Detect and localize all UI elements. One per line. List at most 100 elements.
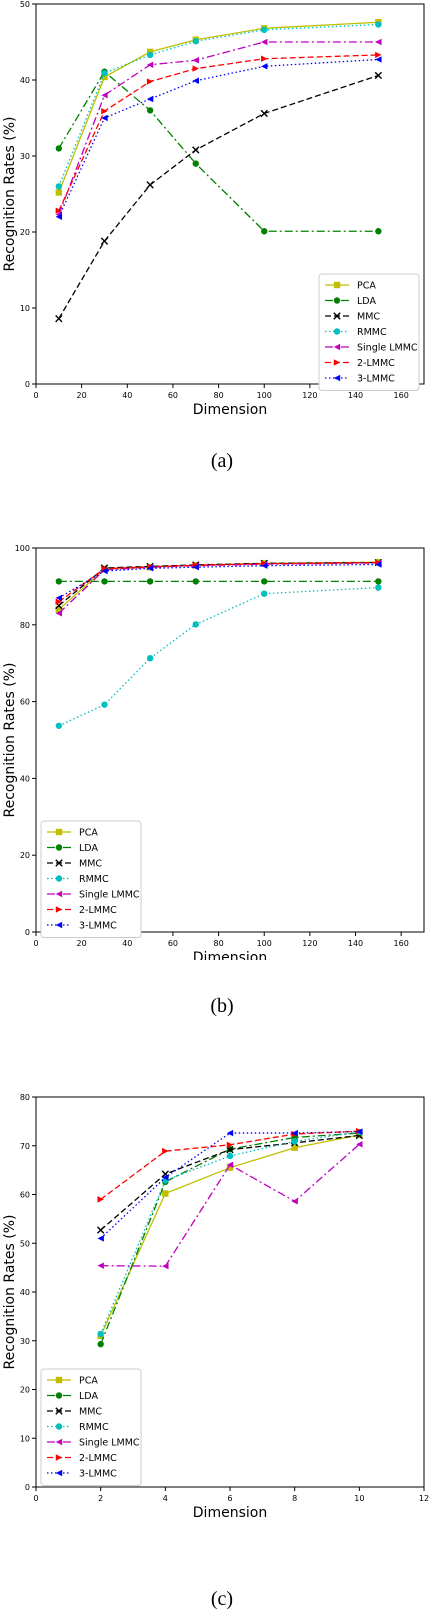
- series-rmmc: [55, 21, 382, 190]
- legend-marker-single-lmmc: [55, 1438, 63, 1446]
- y-tick-label: 80: [20, 621, 30, 630]
- data-point-single-lmmc: [55, 610, 63, 617]
- series-line-3-lmmc: [58, 58, 379, 218]
- data-point-single-lmmc: [101, 92, 108, 99]
- legend: PCA LDA MMC RMMC Single LMMC 2-LMMC 3-LMMC: [40, 1368, 142, 1486]
- y-tick-label: 20: [20, 851, 30, 860]
- y-tick-label: 0: [25, 928, 30, 937]
- chart-panel-a: 0 20 40 60 80 100 120 140 160 0 10 20 30 40 50 Dimensio…: [0, 0, 444, 420]
- data-point-rmmc: [101, 69, 108, 77]
- x-tick-label: 120: [302, 391, 317, 400]
- data-point-lda: [146, 578, 154, 585]
- y-axis-label: Recognition Rates (%): [2, 663, 18, 818]
- data-point-2-lmmc: [55, 207, 63, 214]
- data-point-pca: [291, 1144, 298, 1151]
- legend-marker-rmmc: [333, 328, 341, 335]
- data-point-rmmc: [101, 701, 108, 708]
- y-tick-label: 100: [15, 544, 30, 553]
- legend-label: 2-LMMC: [79, 905, 117, 916]
- legend-marker-3-lmmc: [55, 1469, 63, 1477]
- y-tick-label: 70: [20, 1142, 30, 1151]
- x-tick-label: 80: [213, 391, 223, 400]
- x-tick-label: 140: [348, 391, 363, 400]
- legend-label: PCA: [357, 281, 376, 292]
- y-tick-label: 60: [20, 698, 30, 707]
- x-tick-label: 0: [33, 1494, 38, 1503]
- data-point-mmc: [100, 237, 109, 245]
- data-point-lda: [192, 578, 199, 585]
- data-point-single-lmmc: [226, 1161, 234, 1168]
- data-point-single-lmmc: [192, 57, 199, 64]
- y-tick-label: 60: [20, 1191, 30, 1200]
- legend-label: RMMC: [357, 327, 387, 338]
- y-tick-label: 20: [20, 1386, 30, 1395]
- data-point-single-lmmc: [375, 38, 382, 46]
- y-axis-label: Recognition Rates (%): [2, 1215, 18, 1370]
- x-tick-label: 6: [227, 1494, 232, 1503]
- data-point-3-lmmc: [192, 564, 199, 571]
- series-lda: [55, 578, 382, 585]
- data-point-2-lmmc: [97, 1196, 104, 1203]
- legend-label: 2-LMMC: [357, 358, 395, 369]
- y-tick-label: 40: [20, 774, 30, 783]
- legend-label: RMMC: [79, 1422, 109, 1433]
- data-point-rmmc: [291, 1138, 298, 1145]
- chart-panel-c: 0 2 4 6 8 10 12 0 10 20 30 40 50 60 70 80 Dimension Recog…: [0, 1080, 444, 1520]
- series-line-2-lmmc: [58, 561, 379, 603]
- legend-label: MMC: [357, 312, 380, 323]
- data-point-3-lmmc: [55, 594, 63, 602]
- legend-label: RMMC: [79, 874, 109, 885]
- data-point-lda: [146, 107, 154, 114]
- y-tick-label: 40: [20, 1288, 30, 1297]
- x-tick-label: 4: [163, 1494, 168, 1503]
- data-point-mmc: [374, 71, 383, 80]
- legend-marker-lda: [55, 1392, 63, 1399]
- data-point-single-lmmc: [97, 1262, 104, 1269]
- data-point-mmc: [226, 1145, 234, 1154]
- data-point-lda: [375, 228, 382, 235]
- data-point-lda: [375, 578, 382, 585]
- data-point-3-lmmc: [162, 1174, 169, 1181]
- x-tick-label: 100: [257, 939, 272, 948]
- series-rmmc: [55, 584, 382, 729]
- series-line-single-lmmc: [58, 41, 379, 215]
- data-point-rmmc: [261, 26, 268, 34]
- x-tick-label: 160: [394, 939, 409, 948]
- legend-marker-pca: [55, 828, 63, 836]
- y-tick-label: 10: [20, 1434, 30, 1443]
- data-point-rmmc: [55, 722, 63, 729]
- x-tick-label: 0: [33, 939, 38, 948]
- data-point-rmmc: [146, 655, 154, 662]
- data-point-lda: [192, 160, 199, 167]
- legend-label: PCA: [79, 1376, 98, 1387]
- data-point-2-lmmc: [226, 1141, 234, 1148]
- data-point-lda: [261, 578, 268, 585]
- caption-c: (c): [210, 1588, 234, 1610]
- data-point-mmc: [55, 314, 63, 323]
- series-line-rmmc: [100, 1131, 360, 1335]
- series-3-lmmc: [97, 1128, 363, 1242]
- series-3-lmmc: [55, 561, 382, 602]
- legend-box: [318, 273, 420, 391]
- legend-label: LDA: [357, 296, 376, 307]
- series-2-lmmc: [55, 51, 382, 214]
- x-tick-label: 20: [77, 939, 87, 948]
- data-point-rmmc: [146, 51, 154, 59]
- legend-label: MMC: [79, 1407, 102, 1418]
- series-pca: [55, 19, 382, 196]
- legend-label: Single LMMC: [357, 343, 418, 354]
- legend-label: LDA: [79, 843, 98, 854]
- legend-label: 3-LMMC: [79, 1469, 117, 1480]
- data-point-3-lmmc: [291, 1129, 298, 1137]
- chart-b: 0 20 40 60 80 100 120 140 160 0 20 40 60 80 100 Dimensi…: [2, 544, 425, 960]
- x-tick-label: 0: [33, 391, 38, 400]
- y-tick-label: 20: [20, 228, 30, 237]
- legend-marker-mmc: [333, 312, 341, 320]
- data-point-3-lmmc: [356, 1128, 363, 1135]
- data-point-rmmc: [375, 21, 382, 28]
- legend-marker-rmmc: [55, 875, 63, 882]
- legend-marker-single-lmmc: [55, 890, 63, 898]
- data-point-pca: [226, 1164, 234, 1171]
- x-tick-label: 80: [213, 939, 223, 948]
- y-tick-label: 0: [25, 380, 30, 389]
